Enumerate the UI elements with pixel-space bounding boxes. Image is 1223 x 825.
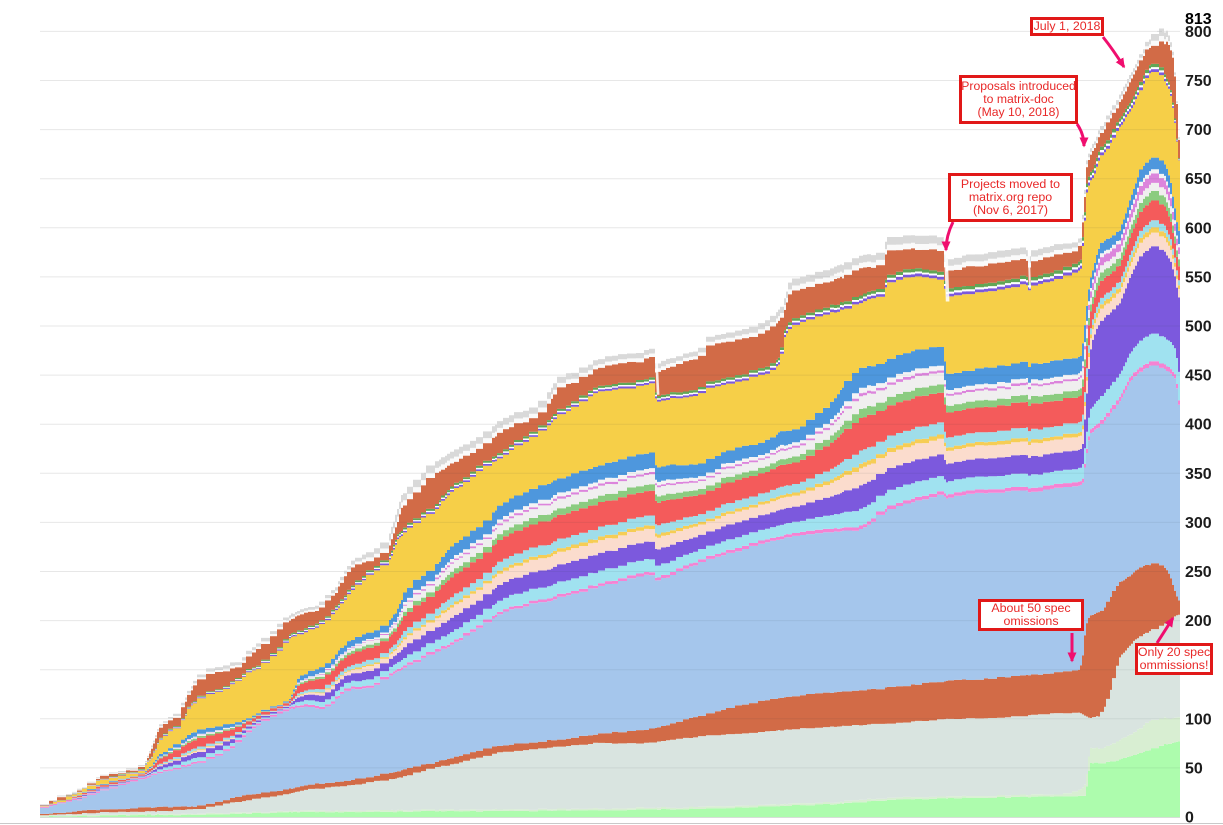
svg-text:0: 0 xyxy=(1185,810,1194,825)
svg-text:800: 800 xyxy=(1185,24,1212,41)
svg-text:750: 750 xyxy=(1185,73,1212,90)
svg-text:100: 100 xyxy=(1185,711,1212,728)
svg-text:450: 450 xyxy=(1185,368,1212,385)
svg-text:200: 200 xyxy=(1185,613,1212,630)
svg-text:500: 500 xyxy=(1185,319,1212,336)
svg-text:350: 350 xyxy=(1185,466,1212,483)
svg-text:250: 250 xyxy=(1185,564,1212,581)
svg-text:50: 50 xyxy=(1185,760,1203,777)
svg-text:300: 300 xyxy=(1185,515,1212,532)
svg-text:550: 550 xyxy=(1185,269,1212,286)
svg-text:400: 400 xyxy=(1185,417,1212,434)
svg-text:700: 700 xyxy=(1185,122,1212,139)
svg-text:600: 600 xyxy=(1185,220,1212,237)
svg-text:813: 813 xyxy=(1185,11,1212,28)
svg-text:650: 650 xyxy=(1185,171,1212,188)
